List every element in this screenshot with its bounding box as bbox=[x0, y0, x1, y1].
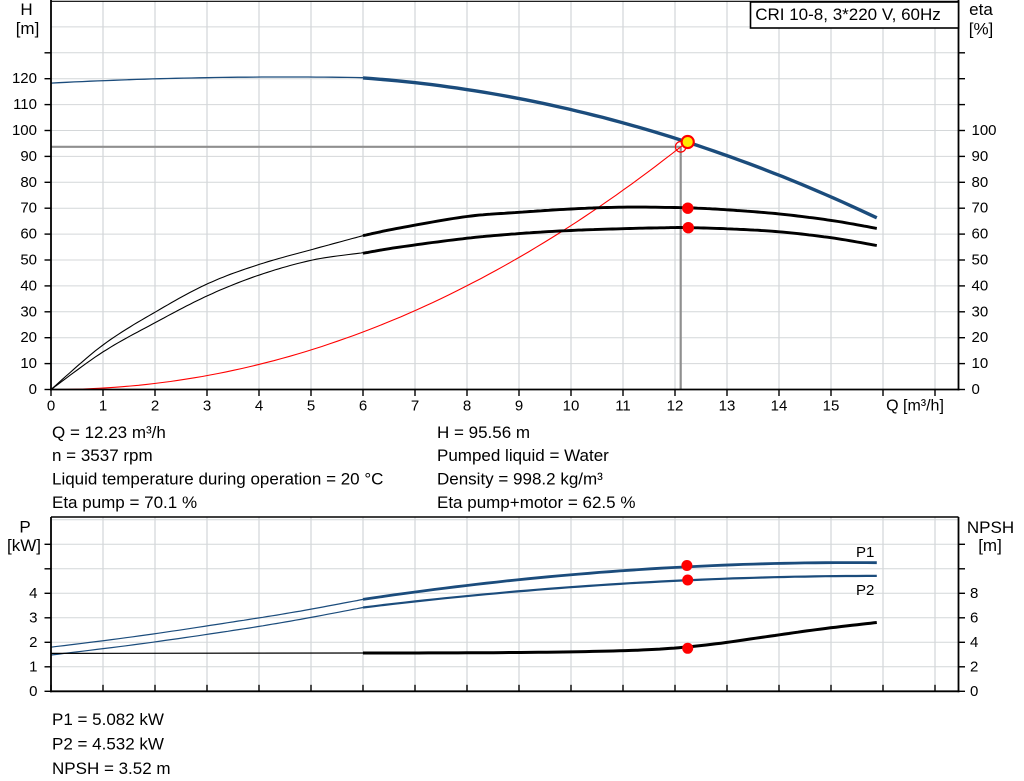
svg-text:P1: P1 bbox=[856, 544, 874, 561]
svg-text:[%]: [%] bbox=[969, 19, 994, 38]
svg-text:NPSH: NPSH bbox=[967, 518, 1014, 537]
svg-text:0: 0 bbox=[972, 381, 980, 398]
svg-text:15: 15 bbox=[823, 398, 840, 415]
svg-text:P2: P2 bbox=[856, 582, 874, 599]
svg-text:0: 0 bbox=[29, 381, 37, 398]
svg-text:NPSH = 3.52 m: NPSH = 3.52 m bbox=[52, 759, 171, 778]
svg-text:8: 8 bbox=[970, 585, 978, 602]
svg-text:3: 3 bbox=[29, 609, 37, 626]
svg-text:100: 100 bbox=[972, 122, 997, 139]
svg-text:40: 40 bbox=[972, 277, 989, 294]
svg-text:eta: eta bbox=[969, 0, 993, 19]
svg-text:[m]: [m] bbox=[16, 19, 40, 38]
svg-text:[kW]: [kW] bbox=[7, 536, 41, 555]
svg-text:30: 30 bbox=[972, 303, 989, 320]
svg-text:40: 40 bbox=[20, 277, 37, 294]
svg-text:4: 4 bbox=[255, 398, 263, 415]
svg-text:0: 0 bbox=[29, 683, 37, 700]
svg-text:Liquid temperature during oper: Liquid temperature during operation = 20… bbox=[52, 470, 383, 489]
svg-text:7: 7 bbox=[411, 398, 419, 415]
svg-text:CRI 10-8, 3*220 V, 60Hz: CRI 10-8, 3*220 V, 60Hz bbox=[755, 5, 941, 24]
svg-text:Q = 12.23 m³/h: Q = 12.23 m³/h bbox=[52, 423, 166, 442]
svg-text:Density = 998.2 kg/m³: Density = 998.2 kg/m³ bbox=[437, 470, 603, 489]
svg-text:10: 10 bbox=[563, 398, 580, 415]
svg-text:1: 1 bbox=[29, 658, 37, 675]
svg-text:2: 2 bbox=[151, 398, 159, 415]
svg-text:6: 6 bbox=[970, 609, 978, 626]
svg-text:50: 50 bbox=[20, 252, 37, 269]
svg-text:P2 = 4.532 kW: P2 = 4.532 kW bbox=[52, 735, 164, 754]
svg-text:12: 12 bbox=[667, 398, 684, 415]
svg-text:2: 2 bbox=[29, 634, 37, 651]
svg-text:2: 2 bbox=[970, 658, 978, 675]
svg-text:100: 100 bbox=[12, 122, 37, 139]
svg-text:50: 50 bbox=[972, 252, 989, 269]
svg-text:[m]: [m] bbox=[978, 536, 1002, 555]
svg-text:Q [m³/h]: Q [m³/h] bbox=[886, 398, 944, 415]
svg-text:20: 20 bbox=[972, 329, 989, 346]
svg-text:60: 60 bbox=[20, 226, 37, 243]
svg-text:90: 90 bbox=[20, 148, 37, 165]
svg-text:H = 95.56 m: H = 95.56 m bbox=[437, 423, 530, 442]
svg-text:4: 4 bbox=[970, 634, 978, 651]
svg-text:60: 60 bbox=[972, 226, 989, 243]
svg-text:0: 0 bbox=[47, 398, 55, 415]
svg-text:10: 10 bbox=[972, 355, 989, 372]
svg-text:Eta pump = 70.1 %: Eta pump = 70.1 % bbox=[52, 493, 197, 512]
svg-text:20: 20 bbox=[20, 329, 37, 346]
svg-text:70: 70 bbox=[972, 200, 989, 217]
svg-text:30: 30 bbox=[20, 303, 37, 320]
svg-text:11: 11 bbox=[615, 398, 631, 415]
svg-text:9: 9 bbox=[515, 398, 523, 415]
svg-text:70: 70 bbox=[20, 200, 37, 217]
svg-text:P1 = 5.082 kW: P1 = 5.082 kW bbox=[52, 710, 164, 729]
svg-text:P: P bbox=[19, 518, 30, 537]
svg-text:Eta pump+motor = 62.5 %: Eta pump+motor = 62.5 % bbox=[437, 493, 635, 512]
svg-text:80: 80 bbox=[20, 174, 37, 191]
svg-text:13: 13 bbox=[719, 398, 736, 415]
svg-text:Pumped liquid = Water: Pumped liquid = Water bbox=[437, 446, 609, 465]
svg-text:0: 0 bbox=[970, 683, 978, 700]
svg-text:3: 3 bbox=[203, 398, 211, 415]
svg-text:8: 8 bbox=[463, 398, 471, 415]
svg-text:H: H bbox=[20, 0, 32, 19]
svg-text:5: 5 bbox=[307, 398, 315, 415]
svg-text:110: 110 bbox=[13, 96, 37, 113]
svg-text:14: 14 bbox=[771, 398, 788, 415]
svg-text:6: 6 bbox=[359, 398, 367, 415]
svg-text:120: 120 bbox=[12, 70, 37, 87]
svg-text:10: 10 bbox=[20, 355, 37, 372]
svg-text:80: 80 bbox=[972, 174, 989, 191]
svg-text:1: 1 bbox=[99, 398, 107, 415]
svg-text:n = 3537 rpm: n = 3537 rpm bbox=[52, 446, 153, 465]
svg-text:4: 4 bbox=[29, 585, 37, 602]
svg-text:90: 90 bbox=[972, 148, 989, 165]
